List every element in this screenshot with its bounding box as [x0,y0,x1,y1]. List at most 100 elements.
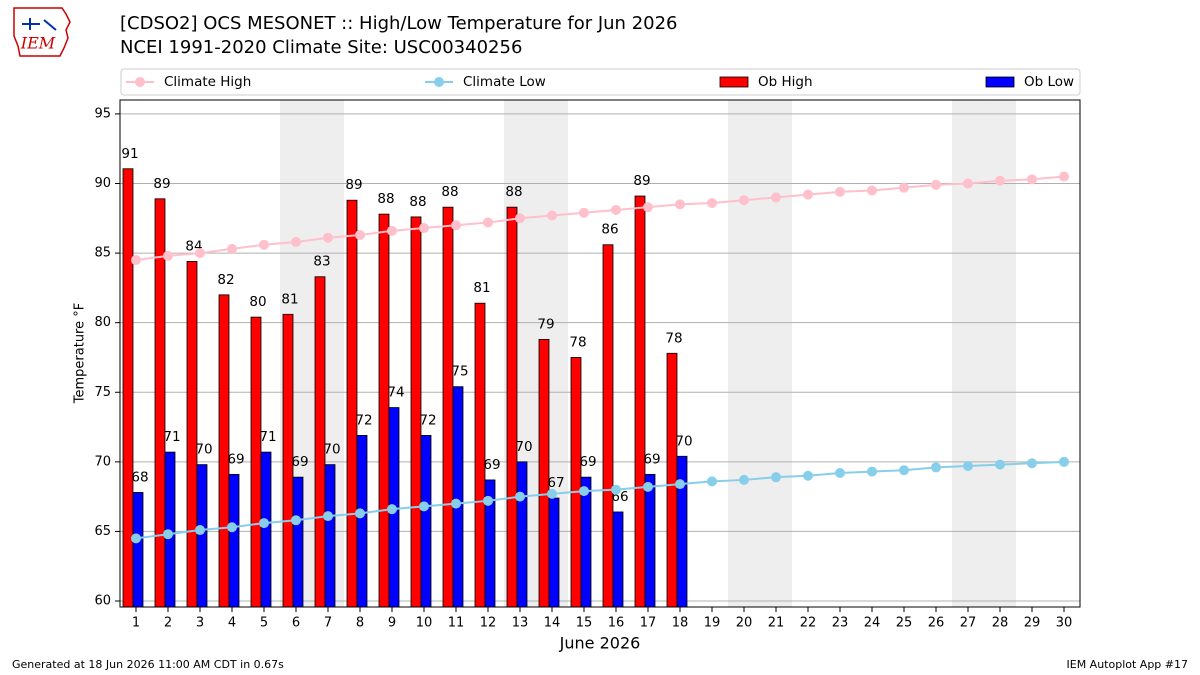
bar [676,455,688,608]
line-marker [131,255,141,266]
bar [346,199,358,608]
x-tick-label: 10 [416,616,433,631]
value-label: 88 [441,184,458,200]
line-marker [451,220,461,231]
value-label: 71 [259,429,276,445]
y-axis-label: Temperature °F [73,303,88,404]
x-tick-label: 11 [448,616,465,631]
y-tick-label: 95 [94,106,111,121]
legend-label: Ob High [758,74,813,90]
bar [516,461,528,608]
value-label: 74 [387,385,404,401]
bar [122,168,134,608]
value-label: 69 [291,454,308,470]
line-marker [739,195,749,206]
line [135,460,1065,540]
line-marker [355,508,365,519]
line-marker [739,474,749,485]
bar [644,473,656,608]
line-marker [867,185,877,196]
bar [292,476,304,608]
bar [378,213,390,608]
bar [602,244,614,608]
line-marker [451,498,461,509]
line-marker [483,495,493,506]
value-label: 70 [515,439,532,455]
line-marker [227,243,237,254]
line-marker [643,481,653,492]
line-marker [995,459,1005,470]
bar [250,316,262,608]
value-label: 91 [121,146,138,162]
value-label: 68 [131,469,148,485]
line-marker [515,213,525,224]
logo-outline [13,7,71,57]
line-marker [1059,456,1069,467]
value-label: 78 [569,334,586,350]
line-marker [835,467,845,478]
value-label: 79 [537,316,554,332]
bar [324,464,336,608]
line-marker [131,533,141,544]
bar [548,497,560,608]
x-tick-label: 16 [608,616,625,631]
bar [154,198,166,608]
chart-subtitle: NCEI 1991-2020 Climate Site: USC00340256 [120,37,522,58]
line-marker [1027,174,1037,185]
line-marker [1027,458,1037,469]
y-tick-label: 65 [94,524,111,539]
x-tick-label: 23 [832,616,849,631]
legend-swatch-marker [434,77,444,87]
x-tick-label: 3 [196,616,204,631]
x-tick-label: 24 [864,616,881,631]
bar [634,195,646,608]
line-marker [291,515,301,526]
line-marker [259,518,269,529]
bar [538,338,550,608]
y-tick-label: 85 [94,246,111,261]
legend-box [120,68,1081,96]
line-marker [707,197,717,208]
value-label: 69 [227,451,244,467]
value-label: 70 [195,442,212,458]
x-tick-label: 13 [512,616,529,631]
line-marker [227,522,237,533]
value-label: 83 [313,254,330,270]
value-label: 69 [579,454,596,470]
line-marker [643,202,653,213]
value-label: 72 [355,412,372,428]
line-marker [195,525,205,536]
line-marker [291,236,301,247]
bar [442,206,454,608]
line-marker [963,461,973,472]
x-tick-label: 19 [704,616,721,631]
bar [580,476,592,608]
value-label: 88 [377,191,394,207]
y-tick-label: 75 [94,385,111,400]
line-marker [707,476,717,487]
bar [570,357,582,608]
value-label: 75 [451,364,468,380]
value-label: 69 [483,457,500,473]
legend-label: Climate Low [463,74,546,90]
y-tick-label: 70 [94,454,111,469]
x-tick-label: 17 [640,616,657,631]
value-label: 88 [505,184,522,200]
x-tick-label: 15 [576,616,593,631]
bar [506,206,518,608]
value-label: 70 [323,442,340,458]
line-marker [547,210,557,221]
bar [356,435,368,608]
x-tick-label: 21 [768,616,785,631]
x-tick-label: 9 [388,616,396,631]
value-label: 78 [665,330,682,346]
footer-left: Generated at 18 Jun 2026 11:00 AM CDT in… [12,658,284,671]
x-tick-label: 6 [292,616,300,631]
logo: IEM [13,7,71,57]
line-marker [771,472,781,483]
value-label: 69 [643,451,660,467]
x-tick-label: 28 [992,616,1009,631]
x-tick-label: 1 [132,616,140,631]
line-marker [963,178,973,189]
line-marker [515,491,525,502]
